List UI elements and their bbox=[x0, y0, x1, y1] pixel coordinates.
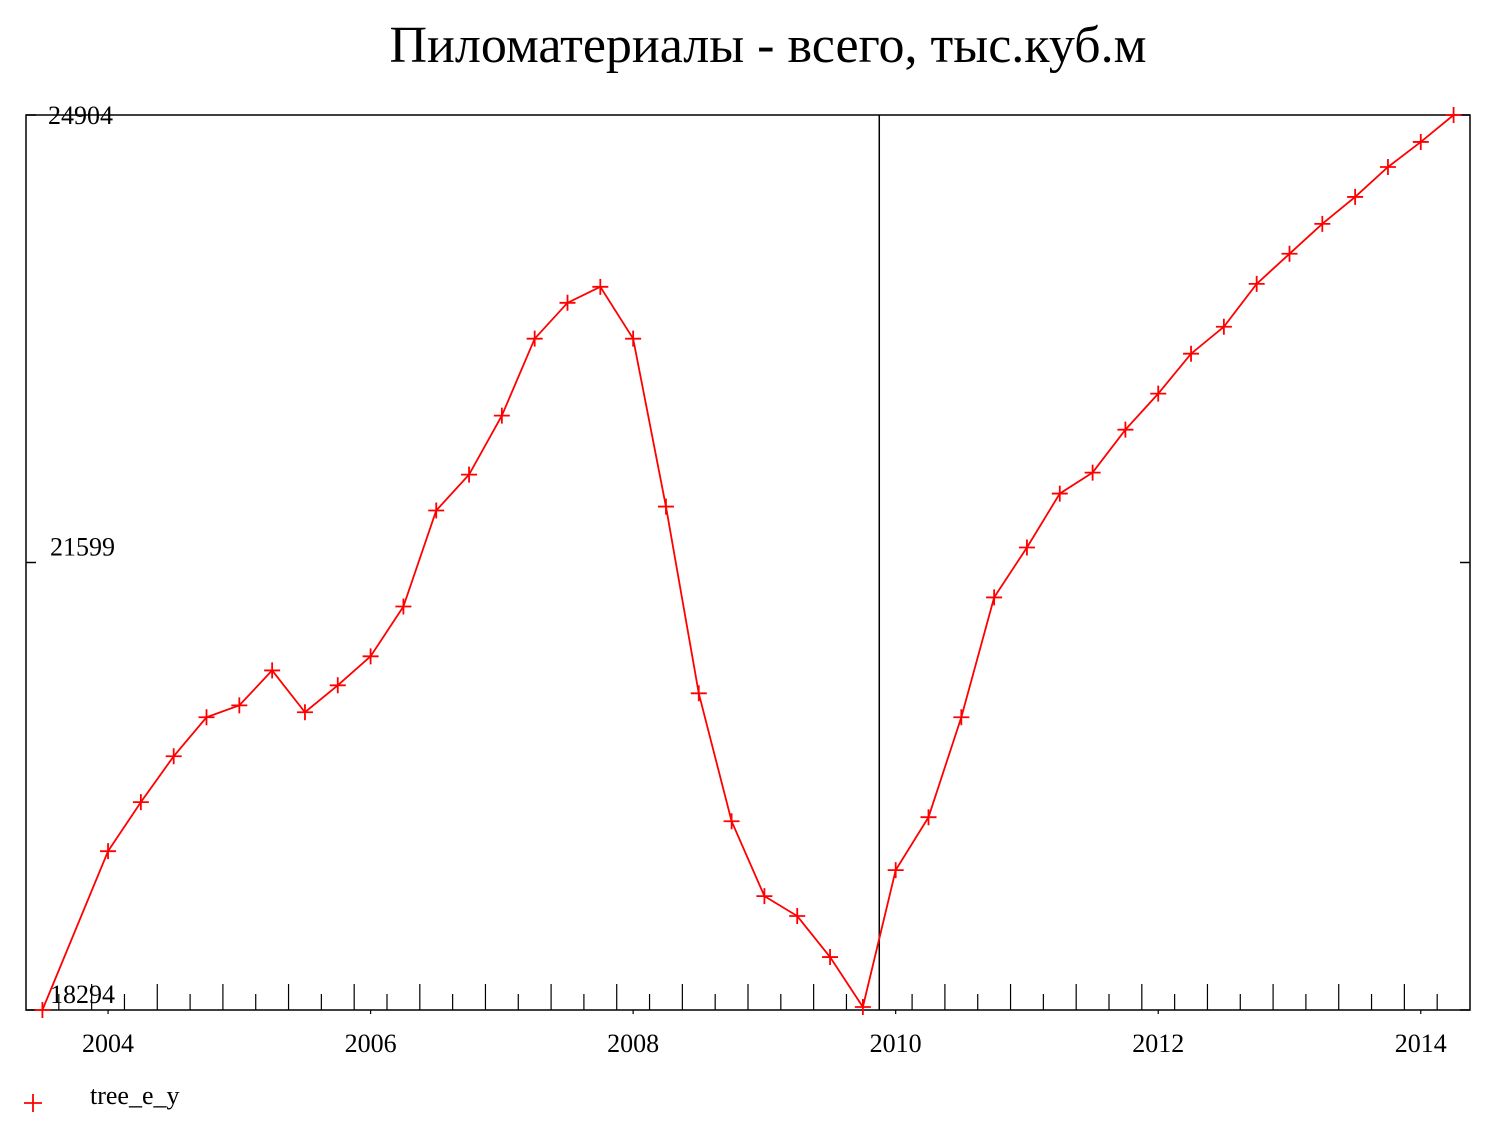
marker bbox=[132, 794, 149, 811]
marker bbox=[1379, 158, 1396, 175]
marker bbox=[657, 498, 674, 515]
marker bbox=[428, 502, 445, 519]
marker bbox=[723, 813, 740, 830]
marker bbox=[100, 843, 117, 860]
marker bbox=[1215, 318, 1232, 335]
marker bbox=[1347, 188, 1364, 205]
marker bbox=[329, 677, 346, 694]
x-tick-label: 2006 bbox=[345, 1029, 397, 1058]
y-tick-label: 21599 bbox=[50, 533, 115, 562]
marker bbox=[756, 888, 773, 905]
marker bbox=[1445, 107, 1462, 123]
legend-marker bbox=[24, 1094, 42, 1112]
x-tick-label: 2004 bbox=[82, 1029, 134, 1058]
marker bbox=[592, 278, 609, 295]
marker bbox=[789, 908, 806, 925]
marker bbox=[887, 862, 904, 879]
marker bbox=[461, 466, 478, 483]
marker bbox=[264, 662, 281, 679]
marker bbox=[165, 748, 182, 765]
marker bbox=[493, 407, 510, 424]
marker bbox=[395, 598, 412, 615]
marker bbox=[362, 648, 379, 665]
marker bbox=[559, 294, 576, 311]
marker bbox=[986, 589, 1003, 606]
marker bbox=[1018, 539, 1035, 556]
marker bbox=[854, 999, 871, 1016]
marker bbox=[1314, 215, 1331, 232]
y-tick-label: 24904 bbox=[48, 101, 113, 130]
marker bbox=[690, 685, 707, 702]
y-tick-label: 18294 bbox=[50, 980, 115, 1009]
marker bbox=[1412, 133, 1429, 150]
marker bbox=[1117, 421, 1134, 438]
marker bbox=[34, 1002, 51, 1018]
marker bbox=[1150, 385, 1167, 402]
marker bbox=[625, 330, 642, 347]
marker bbox=[1248, 275, 1265, 292]
x-tick-label: 2012 bbox=[1132, 1029, 1184, 1058]
marker bbox=[198, 709, 215, 726]
marker bbox=[953, 709, 970, 726]
marker bbox=[1183, 345, 1200, 362]
marker bbox=[1051, 485, 1068, 502]
marker bbox=[1084, 464, 1101, 481]
legend-label: tree_e_y bbox=[90, 1081, 180, 1110]
x-tick-label: 2010 bbox=[870, 1029, 922, 1058]
x-tick-label: 2008 bbox=[607, 1029, 659, 1058]
marker bbox=[920, 809, 937, 826]
marker bbox=[296, 704, 313, 721]
x-tick-label: 2014 bbox=[1395, 1029, 1447, 1058]
marker bbox=[231, 697, 248, 714]
marker bbox=[822, 949, 839, 966]
marker bbox=[1281, 245, 1298, 262]
chart-title: Пиломатериалы - всего, тыс.куб.м bbox=[389, 17, 1146, 74]
marker bbox=[526, 330, 543, 347]
